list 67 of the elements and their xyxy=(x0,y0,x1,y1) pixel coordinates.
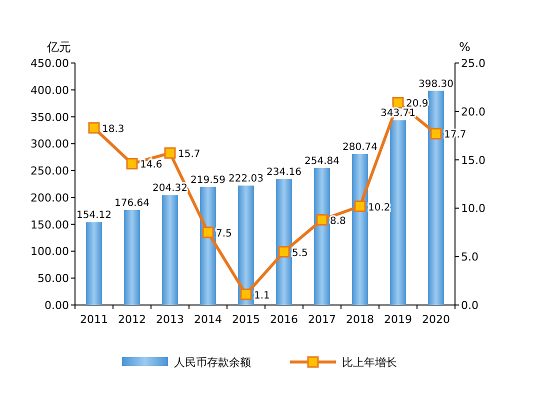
data-label: 154.12 xyxy=(76,210,112,222)
point xyxy=(88,122,100,134)
y-tick-label: 250.00 xyxy=(30,164,69,178)
data-label: 10.2 xyxy=(368,202,390,214)
bar xyxy=(352,154,368,305)
point xyxy=(392,96,404,108)
x-tick-label: 2013 xyxy=(156,313,184,326)
point xyxy=(126,158,138,170)
y2-tick-label: 10.0 xyxy=(461,202,486,216)
data-label: 8.8 xyxy=(330,216,346,227)
point xyxy=(354,200,366,212)
x-tick-label: 2018 xyxy=(346,313,374,326)
y-axis-title: 亿元 xyxy=(46,40,71,54)
y2-tick-label: 5.0 xyxy=(461,250,478,264)
y2-tick-label: 25.0 xyxy=(461,57,486,70)
data-label: 204.32 xyxy=(152,183,188,194)
bar xyxy=(162,195,178,305)
data-label: 7.5 xyxy=(216,228,232,240)
x-tick-label: 2017 xyxy=(308,313,336,326)
data-label: 15.7 xyxy=(178,149,200,160)
bar xyxy=(314,168,330,305)
y2-axis-title: % xyxy=(459,40,470,54)
data-label: 222.03 xyxy=(228,174,264,185)
data-label: 5.5 xyxy=(292,248,308,259)
data-label: 1.1 xyxy=(254,290,270,302)
data-label: 18.3 xyxy=(102,124,124,135)
data-label: 234.16 xyxy=(266,167,302,178)
data-label: 254.84 xyxy=(304,156,340,167)
point xyxy=(240,288,252,300)
data-label: 20.9 xyxy=(406,98,428,110)
y-tick-label: 400.00 xyxy=(30,84,69,97)
y-tick-label: 150.00 xyxy=(30,218,69,232)
point xyxy=(430,128,442,140)
y2-tick-label: 0.0 xyxy=(461,299,478,312)
y-tick-label: 100.00 xyxy=(30,245,69,258)
bar xyxy=(390,120,406,305)
x-tick-label: 2019 xyxy=(384,313,412,326)
y2-tick-label: 20.0 xyxy=(461,105,486,118)
x-tick-label: 2014 xyxy=(194,313,222,326)
x-tick-label: 2015 xyxy=(232,313,260,326)
bar xyxy=(124,210,140,305)
y-tick-label: 0.00 xyxy=(44,299,69,312)
bar xyxy=(428,90,444,305)
y-tick-label: 450.00 xyxy=(30,57,69,70)
bar xyxy=(276,179,292,305)
x-tick-label: 2020 xyxy=(422,313,450,326)
point xyxy=(316,214,328,226)
point xyxy=(202,226,214,238)
legend-label: 比上年增长 xyxy=(342,356,397,369)
y-tick-label: 350.00 xyxy=(30,110,69,124)
data-label: 219.59 xyxy=(190,174,226,186)
point xyxy=(278,246,290,258)
x-tick-label: 2016 xyxy=(270,313,298,326)
x-tick-label: 2012 xyxy=(118,313,146,326)
y-tick-label: 200.00 xyxy=(30,191,69,204)
x-tick-label: 2011 xyxy=(80,313,108,326)
legend-label: 人民币存款余额 xyxy=(174,356,251,369)
bar xyxy=(238,186,254,305)
point xyxy=(164,147,176,159)
y-tick-label: 50.00 xyxy=(38,272,69,286)
y-tick-label: 300.00 xyxy=(30,138,69,151)
data-label: 14.6 xyxy=(140,160,162,171)
data-label: 176.64 xyxy=(114,198,150,210)
bar xyxy=(86,222,102,305)
data-label: 280.74 xyxy=(342,142,378,154)
data-label: 398.30 xyxy=(418,78,454,90)
y2-tick-label: 15.0 xyxy=(461,154,486,167)
